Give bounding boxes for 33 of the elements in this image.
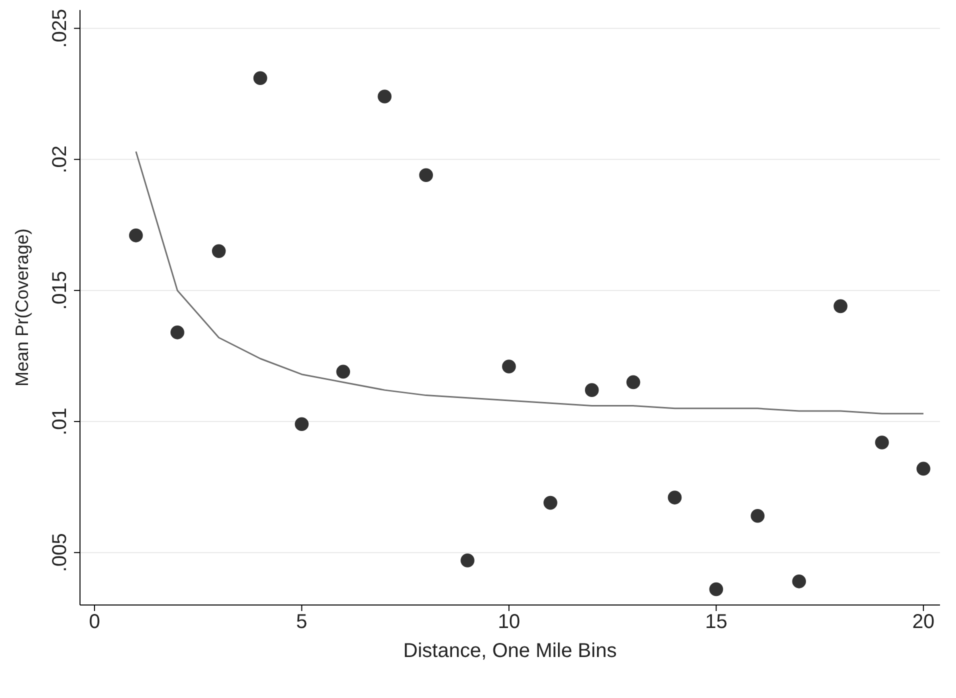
- point: [212, 244, 226, 258]
- point: [626, 375, 640, 390]
- point: [544, 496, 558, 510]
- x-tick-label: 5: [296, 611, 308, 634]
- point: [834, 299, 848, 314]
- x-tick-label: 0: [88, 611, 100, 634]
- point: [129, 228, 143, 242]
- point: [584, 383, 599, 397]
- point: [502, 360, 516, 374]
- y-tick-label: .015: [49, 270, 71, 310]
- point: [916, 462, 930, 476]
- point: [253, 71, 268, 86]
- y-tick-label: .005: [49, 533, 71, 572]
- point: [294, 417, 309, 432]
- point: [419, 168, 433, 182]
- y-tick-label: .01: [49, 408, 71, 436]
- point: [668, 490, 682, 504]
- point: [336, 364, 350, 379]
- x-tick-label: 20: [912, 611, 935, 634]
- point: [378, 90, 392, 104]
- point: [875, 436, 889, 450]
- y-tick-label: .025: [49, 8, 71, 48]
- x-tick-label: 10: [498, 611, 520, 634]
- point: [170, 326, 184, 340]
- point: [792, 574, 806, 588]
- y-axis-title: Mean Pr(Coverage): [12, 228, 32, 387]
- point: [750, 508, 765, 523]
- y-tick-label: .02: [49, 146, 71, 174]
- x-tick-label: 15: [705, 611, 728, 634]
- point: [460, 554, 474, 568]
- x-axis-title: Distance, One Mile Bins: [403, 640, 617, 662]
- point: [709, 582, 724, 596]
- line-series: [135, 150, 924, 414]
